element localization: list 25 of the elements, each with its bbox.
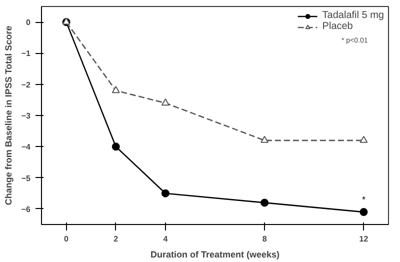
point xyxy=(260,136,269,143)
point xyxy=(360,136,368,143)
x-tick-label: 12 xyxy=(359,234,369,244)
point xyxy=(112,86,120,94)
x-tick-label: 4 xyxy=(163,234,168,244)
y-tick-label: −6 xyxy=(21,204,32,214)
y-tick-label: −2 xyxy=(21,80,32,90)
legend-label: Placeb xyxy=(322,21,353,32)
point xyxy=(260,198,269,207)
point xyxy=(161,189,170,198)
y-tick-label: 0 xyxy=(26,18,32,28)
point xyxy=(360,208,368,216)
y-tick-label: −5 xyxy=(21,174,32,183)
annotation: * xyxy=(362,194,366,204)
x-tick-label: 0 xyxy=(64,234,70,244)
x-tick-label: 8 xyxy=(262,234,268,244)
legend-label: Tadalafil 5 mg xyxy=(322,10,384,21)
point xyxy=(112,142,120,151)
y-axis-title: Change from Baseline in IPSS Total Score xyxy=(3,26,14,206)
y-tick-label: −3 xyxy=(21,112,32,120)
x-axis-title: Duration of Treatment (weeks) xyxy=(150,250,280,260)
y-tick-label: −4 xyxy=(21,142,32,152)
y-tick-label: −1 xyxy=(21,49,32,58)
x-tick-label: 2 xyxy=(114,234,119,244)
point xyxy=(161,98,170,106)
